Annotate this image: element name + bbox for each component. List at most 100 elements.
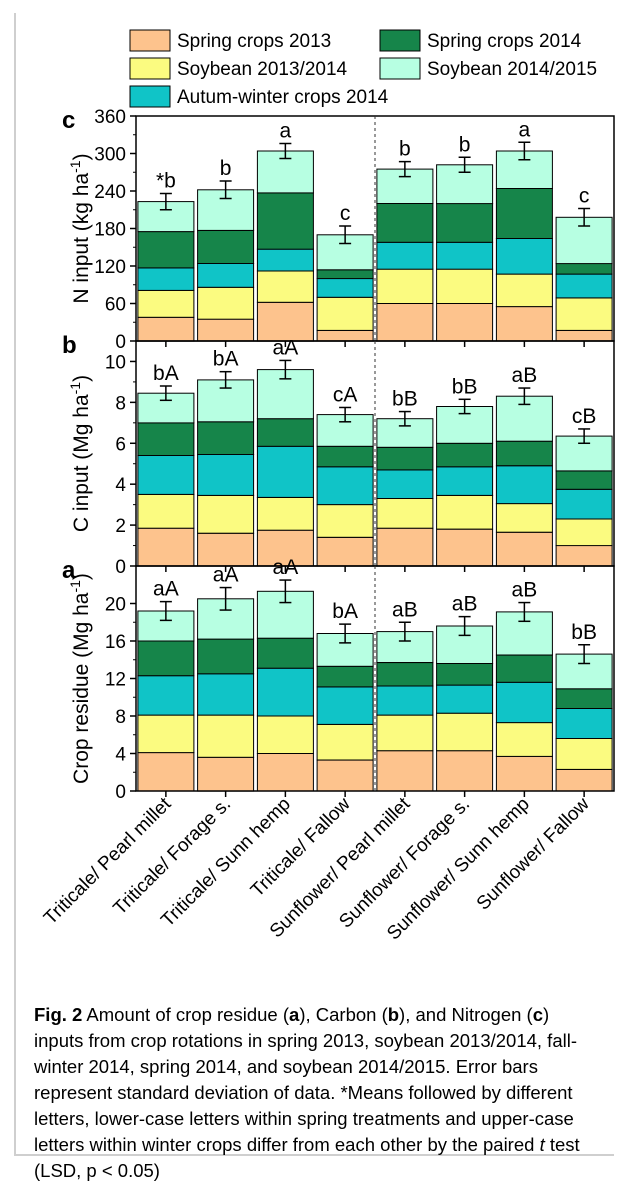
bar-segment — [197, 286, 255, 320]
bar-segment — [495, 531, 553, 567]
y-tick-label: 300 — [94, 145, 126, 166]
y-tick-label: 6 — [115, 434, 126, 455]
bar-segment — [436, 268, 494, 305]
significance-label: a — [519, 118, 531, 141]
bar-segment — [555, 216, 613, 265]
bar-segment — [555, 470, 613, 490]
significance-label: b — [459, 133, 471, 156]
bar-segment — [256, 529, 314, 567]
bar-segment — [137, 640, 195, 677]
bar-segment — [555, 518, 613, 547]
figure-caption: Fig. 2 Amount of crop residue (a), Carbo… — [34, 1002, 594, 1184]
bar-segment — [316, 296, 374, 331]
significance-label: b — [220, 157, 232, 180]
bar-segment — [436, 528, 494, 567]
legend-swatch — [129, 57, 171, 80]
bar-segment — [197, 756, 255, 792]
bar-segment — [495, 465, 553, 505]
bar-segment — [137, 714, 195, 754]
bar-segment — [137, 231, 195, 269]
bar-segment — [197, 318, 255, 342]
y-tick-label: 10 — [105, 352, 126, 373]
bar-segment — [376, 662, 434, 687]
significance-label: aB — [452, 593, 478, 616]
bar-segment — [376, 203, 434, 243]
y-tick-label: 0 — [115, 782, 126, 803]
significance-label: aA — [213, 564, 239, 587]
significance-label: a — [280, 120, 292, 143]
y-axis-label: N input (kg ha-1) — [67, 153, 93, 303]
bar-segment — [555, 297, 613, 331]
panel-letter: a — [62, 557, 76, 584]
bar-segment — [495, 681, 553, 724]
significance-label: bA — [153, 362, 179, 385]
bar-segment — [197, 421, 255, 455]
bar-segment — [436, 203, 494, 243]
caption-fig-label: Fig. 2 — [34, 1004, 83, 1025]
bar-segment — [555, 738, 613, 770]
bar-segment — [197, 229, 255, 264]
bar-segment — [137, 455, 195, 495]
bar-segment — [197, 454, 255, 496]
bar-segment — [256, 192, 314, 250]
significance-label: aA — [273, 556, 299, 579]
significance-label: aB — [512, 364, 538, 387]
bar-segment — [555, 329, 613, 342]
significance-label: bA — [332, 600, 358, 623]
significance-label: bB — [571, 621, 597, 644]
significance-label: cA — [333, 383, 358, 406]
bar-segment — [436, 712, 494, 752]
significance-label: c — [579, 185, 590, 208]
bar-segment — [137, 422, 195, 456]
panel-a: aA aA aA bA aB aB aB bB 0 4 8 12 16 20 Crop residue (M… — [62, 556, 615, 803]
bar-segment — [256, 753, 314, 792]
bar-segment — [137, 267, 195, 291]
panel-letter: b — [62, 332, 77, 359]
y-tick-label: 8 — [115, 393, 126, 414]
y-tick-label: 120 — [94, 257, 126, 278]
y-axis-label: Crop residue (Mg ha-1) — [67, 573, 93, 784]
bar-segment — [316, 504, 374, 538]
bar-segment — [555, 263, 613, 275]
bar-segment — [495, 306, 553, 342]
bar-segment — [555, 688, 613, 709]
bar-segment — [495, 755, 553, 792]
stacked-bar-figure: Spring crops 2013 Spring crops 2014 Soybea… — [40, 29, 615, 944]
y-axis-label: C input (Mg ha-1) — [67, 375, 93, 532]
caption-letter-c: c — [532, 1004, 544, 1025]
caption-letter-a: a — [289, 1004, 300, 1025]
bar-segment — [316, 269, 374, 280]
bar-segment — [256, 637, 314, 669]
y-tick-label: 12 — [105, 670, 126, 691]
caption-text-1: Amount of crop residue ( — [82, 1004, 290, 1025]
y-tick-label: 16 — [105, 632, 126, 653]
panel-letter: c — [62, 107, 75, 134]
bar-segment — [316, 759, 374, 792]
significance-label: bA — [213, 348, 239, 371]
bar-segment — [376, 241, 434, 270]
bar-segment — [376, 303, 434, 342]
bar-segment — [316, 278, 374, 298]
legend-label: Soybean 2014/2015 — [427, 59, 597, 80]
caption-letter-b: b — [387, 1004, 400, 1025]
y-tick-label: 240 — [94, 182, 126, 203]
legend-label: Spring crops 2014 — [427, 31, 582, 52]
bar-segment — [256, 445, 314, 498]
bar-segment — [376, 685, 434, 716]
bar-segment — [436, 663, 494, 686]
bar-segment — [256, 248, 314, 272]
caption-text-4: ) inputs from crop rotations in spring 2… — [34, 1004, 577, 1155]
significance-label: cB — [572, 405, 597, 428]
bar-segment — [197, 673, 255, 716]
bar-segment — [197, 494, 255, 534]
caption-t-italic: t — [539, 1134, 545, 1155]
bar-segment — [555, 768, 613, 792]
bar-segment — [197, 532, 255, 567]
legend-label: Autum-winter crops 2014 — [177, 87, 389, 108]
bar-segment — [316, 536, 374, 567]
bar-segment — [555, 545, 613, 567]
significance-label: aA — [273, 336, 299, 359]
bar-segment — [316, 723, 374, 761]
y-tick-label: 0 — [115, 557, 126, 578]
bar-segment — [137, 289, 195, 318]
